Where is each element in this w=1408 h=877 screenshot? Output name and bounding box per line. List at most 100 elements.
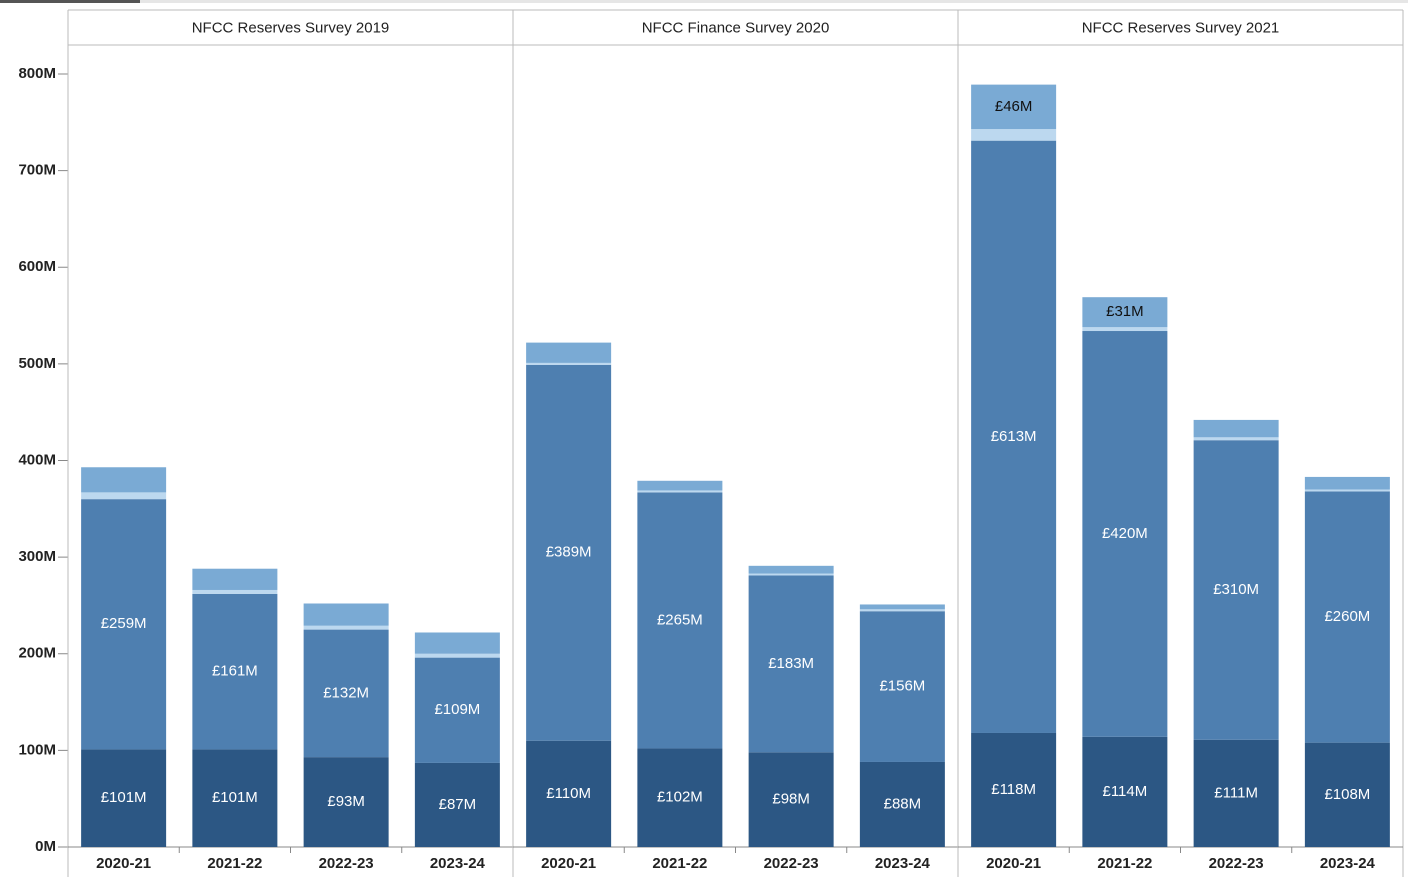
x-tick-label: 2022-23 — [764, 855, 819, 872]
data-label: £613M — [991, 428, 1037, 445]
x-tick-label: 2021-22 — [1097, 855, 1152, 872]
bar-segment — [192, 749, 278, 847]
panel-title: NFCC Finance Survey 2020 — [642, 19, 830, 36]
bar-segment — [1193, 437, 1279, 441]
y-tick-label: 600M — [18, 258, 56, 275]
bar-segment — [748, 575, 834, 753]
y-tick-label: 400M — [18, 451, 56, 468]
bar-segment — [192, 568, 278, 590]
data-label: £156M — [879, 678, 925, 695]
bar-segment — [1304, 489, 1390, 492]
data-label: £88M — [884, 795, 922, 812]
bar-segment — [748, 565, 834, 574]
x-tick-label: 2023-24 — [1320, 855, 1376, 872]
data-label: £132M — [323, 684, 369, 701]
x-tick-label: 2020-21 — [96, 855, 151, 872]
bar-segment — [303, 757, 389, 847]
bar-segment — [81, 467, 167, 493]
panel-title: NFCC Reserves Survey 2019 — [192, 19, 390, 36]
y-tick-label: 200M — [18, 645, 56, 662]
x-tick-label: 2021-22 — [652, 855, 707, 872]
data-label: £110M — [546, 785, 591, 802]
data-label: £102M — [657, 789, 703, 806]
top-strip — [0, 0, 1408, 3]
bar-segment — [971, 84, 1057, 130]
data-label: £420M — [1102, 525, 1148, 542]
bar-segment — [971, 129, 1057, 141]
y-tick-label: 300M — [18, 548, 56, 565]
bar-segment — [1193, 739, 1279, 847]
bar-segment — [526, 740, 612, 847]
bar-segment — [637, 492, 723, 749]
y-tick-label: 800M — [18, 65, 56, 82]
bar-segment — [81, 492, 167, 500]
bar-segment — [971, 732, 1057, 847]
x-tick-label: 2020-21 — [541, 855, 596, 872]
data-label: £183M — [768, 655, 814, 672]
bar-segment — [526, 342, 612, 363]
bar-segment — [414, 762, 500, 847]
data-label: £259M — [101, 615, 147, 632]
data-label: £101M — [212, 789, 258, 806]
bar-segment — [748, 752, 834, 847]
data-label: £161M — [212, 663, 258, 680]
bar-segment — [859, 761, 945, 847]
bar-segment — [1082, 736, 1168, 847]
x-tick-label: 2023-24 — [430, 855, 486, 872]
panel-title: NFCC Reserves Survey 2021 — [1082, 19, 1280, 36]
bar-segment — [192, 589, 278, 594]
data-label: £265M — [657, 611, 703, 628]
top-tab — [0, 0, 140, 3]
bar-segment — [637, 748, 723, 847]
data-label: £101M — [101, 789, 147, 806]
bar-segment — [1304, 742, 1390, 847]
data-label: £114M — [1102, 783, 1147, 800]
bar-segment — [81, 499, 167, 750]
y-tick-label: 500M — [18, 355, 56, 372]
data-label: £93M — [327, 793, 365, 810]
data-label: £109M — [434, 701, 480, 718]
data-label: £118M — [991, 781, 1036, 798]
data-label: £31M — [1106, 303, 1144, 320]
bar-segment — [859, 611, 945, 762]
bar-segment — [971, 140, 1057, 733]
bar-segment — [192, 593, 278, 750]
bar-segment — [1082, 297, 1168, 328]
bar-segment — [1193, 440, 1279, 740]
bar-segment — [859, 604, 945, 610]
bar-segment — [637, 480, 723, 491]
x-tick-label: 2023-24 — [875, 855, 931, 872]
data-label: £108M — [1324, 786, 1370, 803]
y-tick-label: 100M — [18, 741, 56, 758]
y-tick-label: 700M — [18, 162, 56, 179]
data-label: £260M — [1324, 608, 1370, 625]
y-tick-label: 0M — [35, 838, 56, 855]
bar-segment — [1193, 419, 1279, 438]
x-tick-label: 2022-23 — [1209, 855, 1264, 872]
bar-segment — [1082, 331, 1168, 737]
bar-segment — [303, 625, 389, 630]
data-label: £111M — [1214, 784, 1258, 801]
data-label: £98M — [772, 791, 810, 808]
bar-segment — [81, 749, 167, 847]
x-tick-label: 2022-23 — [319, 855, 374, 872]
data-label: £389M — [546, 544, 592, 561]
bar-segment — [414, 657, 500, 763]
bar-segment — [748, 573, 834, 576]
bar-segment — [859, 609, 945, 612]
bar-segment — [414, 632, 500, 654]
bar-segment — [414, 653, 500, 658]
bar-segment — [303, 603, 389, 626]
bar-segment — [526, 362, 612, 365]
x-tick-label: 2020-21 — [986, 855, 1041, 872]
bar-segment — [303, 629, 389, 758]
data-label: £46M — [995, 98, 1033, 115]
data-label: £87M — [439, 796, 477, 813]
bar-segment — [526, 364, 612, 741]
bar-segment — [1082, 327, 1168, 332]
bar-segment — [1304, 476, 1390, 490]
bar-segment — [637, 490, 723, 493]
x-tick-label: 2021-22 — [207, 855, 262, 872]
bar-segment — [1304, 491, 1390, 743]
